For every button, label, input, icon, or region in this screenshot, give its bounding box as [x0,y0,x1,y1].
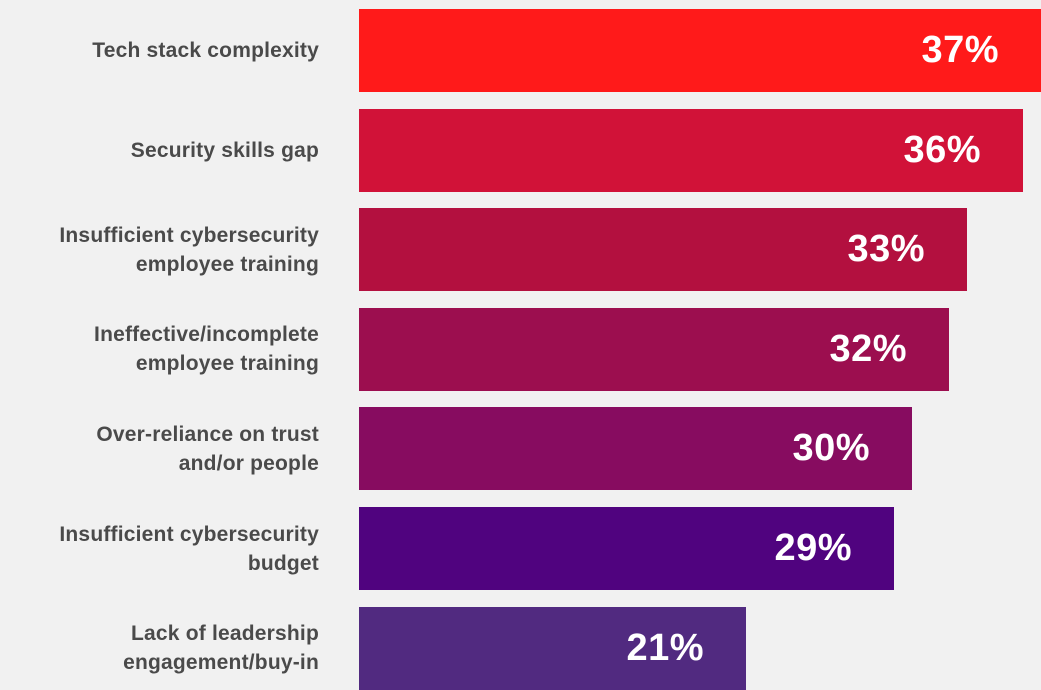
bar: 29% [359,507,894,590]
bar: 37% [359,9,1041,92]
bar: 33% [359,208,967,292]
bar-value-label: 33% [847,228,925,271]
category-label: Over-reliance on trust and/or people [96,422,319,475]
bar: 21% [359,606,746,690]
category-label: Lack of leadership engagement/buy-in [123,622,319,675]
bar-value-label: 32% [829,327,907,370]
category-label: Insufficient cybersecurity budget [59,522,319,575]
bar-value-label: 21% [626,626,704,669]
bar-value-label: 37% [921,29,999,71]
category-label: Ineffective/incomplete employee training [94,323,319,376]
category-label: Tech stack complexity [92,39,319,62]
bar-value-label: 30% [792,427,870,470]
bar-value-label: 29% [774,527,852,569]
bar-value-label: 36% [903,128,981,171]
bar: 36% [359,108,1023,192]
bar: 30% [359,407,912,491]
category-label: Security skills gap [130,138,319,162]
bar: 32% [359,307,949,391]
category-label: Insufficient cybersecurity employee trai… [59,223,319,276]
